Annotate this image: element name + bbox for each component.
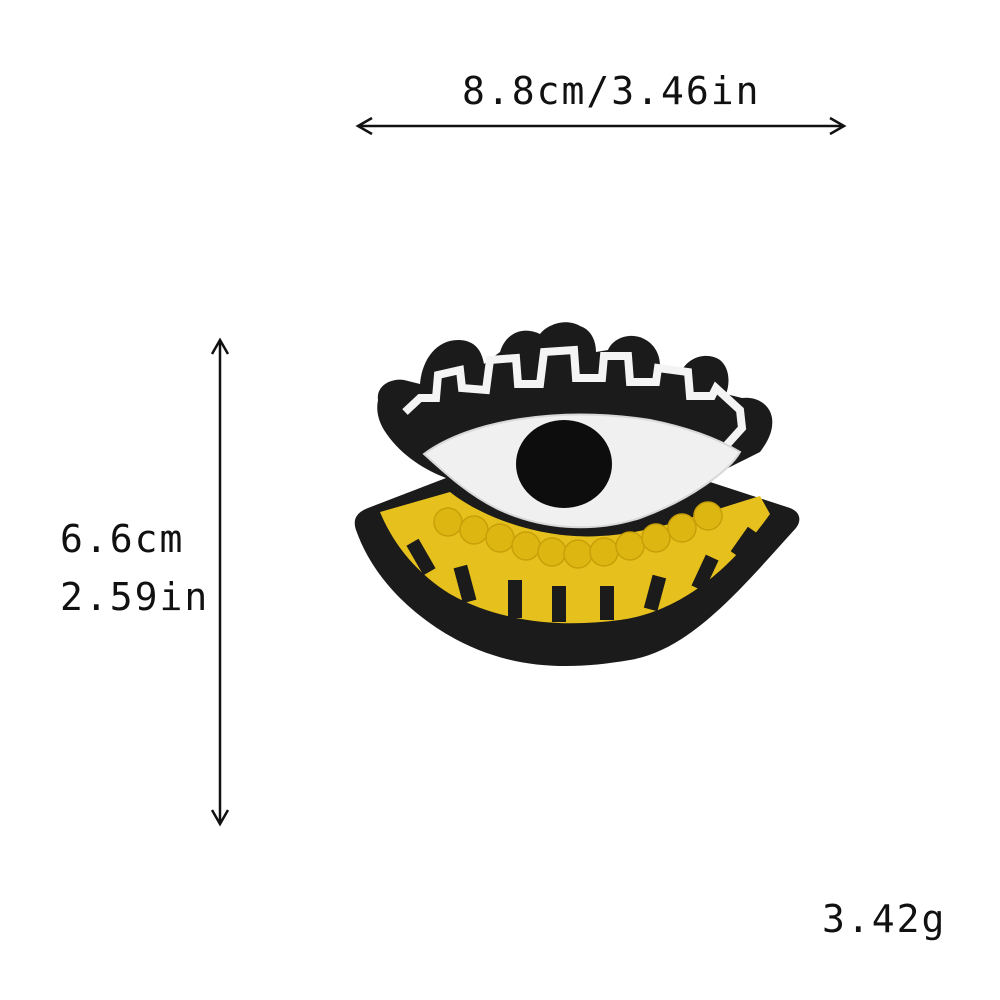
height-in-label: 2.59in [60,575,210,619]
weight-label: 3.42g [822,897,947,941]
height-arrow [210,337,230,827]
height-cm-label: 6.6cm [60,517,185,561]
pupil [516,420,612,508]
eye-patch [354,322,800,667]
lash-stitching [402,345,747,451]
width-dimension-label: 8.8cm/3.46in [462,69,761,113]
lid-scallops [433,501,723,569]
lid-stripes [406,526,760,622]
width-arrow [355,116,847,136]
